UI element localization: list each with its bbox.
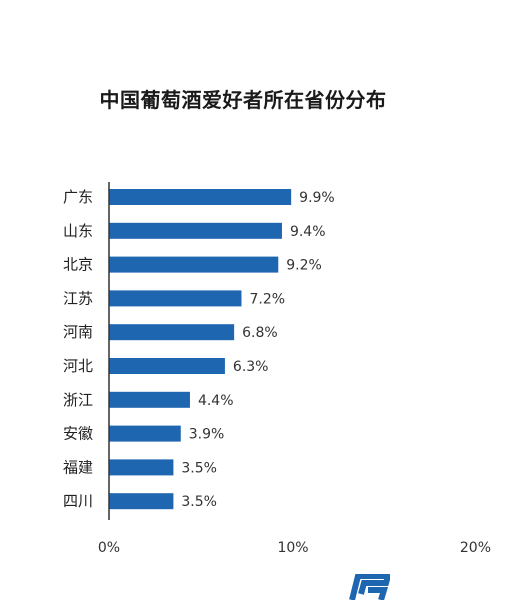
category-label-9: 四川 (63, 492, 93, 510)
value-label-4: 6.8% (242, 325, 278, 341)
category-label-5: 河北 (63, 357, 93, 375)
value-label-8: 3.5% (181, 460, 217, 476)
category-label-4: 河南 (63, 323, 93, 341)
category-label-2: 北京 (63, 256, 93, 274)
value-label-2: 9.2% (286, 258, 322, 274)
bar-1 (109, 222, 282, 239)
x-tick-label-2: 20% (460, 540, 491, 556)
bars-group (109, 189, 292, 510)
bar-2 (109, 256, 279, 273)
value-label-6: 4.4% (198, 393, 234, 409)
category-label-8: 福建 (63, 458, 93, 476)
value-label-3: 7.2% (249, 291, 285, 307)
x-ticks-group: 0% 10% 20% (98, 540, 491, 556)
bar-6 (109, 391, 190, 408)
bar-9 (109, 493, 174, 510)
bar-0 (109, 189, 292, 205)
value-label-7: 3.9% (189, 427, 225, 443)
bar-5 (109, 358, 225, 374)
chart-title: 中国葡萄酒爱好者所在省份分布 (99, 88, 387, 112)
value-label-9: 3.5% (181, 494, 217, 510)
category-label-1: 山东 (63, 222, 93, 240)
category-label-6: 浙江 (63, 391, 93, 409)
x-tick-label-1: 10% (277, 540, 308, 556)
bar-7 (109, 425, 181, 442)
value-label-1: 9.4% (290, 224, 326, 240)
value-label-5: 6.3% (233, 359, 269, 375)
labels-group: 广东 9.9% 山东 9.4% 北京 9.2% 江苏 7.2% 河南 6.8% 河北 6.3% 浙江 4.… (63, 188, 335, 510)
brand-logo-icon (349, 574, 390, 600)
bar-3 (109, 290, 242, 307)
category-label-7: 安徽 (63, 425, 93, 443)
bar-8 (109, 459, 174, 476)
value-label-0: 9.9% (299, 190, 335, 206)
x-tick-label-0: 0% (98, 540, 120, 556)
bar-4 (109, 324, 235, 341)
category-label-0: 广东 (63, 188, 93, 206)
category-label-3: 江苏 (63, 289, 93, 307)
